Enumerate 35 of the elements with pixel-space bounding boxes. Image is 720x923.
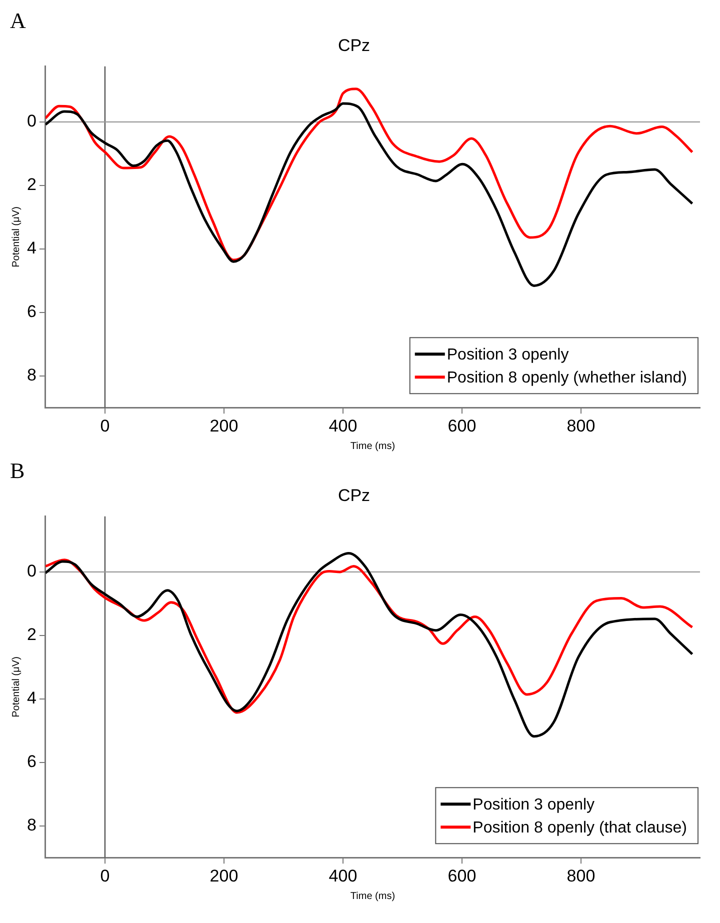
x-tick-label: 600 (448, 416, 476, 436)
chart-title: CPz (338, 486, 370, 505)
y-tick-label: 8 (26, 366, 36, 385)
line-series (45, 102, 694, 287)
x-tick-label: 200 (210, 866, 238, 886)
text: A (10, 8, 27, 33)
x-axis-title: Time (ms) (350, 440, 396, 452)
y-tick-label: 2 (26, 175, 36, 194)
y-tick-label: 0 (26, 562, 36, 581)
x-tick-label: 200 (210, 416, 238, 436)
y-axis-title: Potential (μV) (10, 206, 22, 268)
x-tick-label: 400 (328, 866, 358, 886)
y-tick-label: 6 (26, 302, 36, 322)
x-tick-label: 800 (566, 416, 596, 436)
x-tick-label: 600 (448, 866, 476, 886)
y-tick-label: 4 (26, 238, 36, 258)
y-tick-label: 4 (26, 688, 36, 708)
x-tick-label: 0 (100, 866, 110, 886)
x-tick-label: 0 (100, 416, 110, 436)
text: B (10, 458, 26, 483)
y-tick-label: 2 (26, 625, 36, 644)
line-series (45, 88, 694, 262)
legend-label: Position 3 openly (446, 346, 569, 364)
x-tick-label: 800 (566, 866, 596, 886)
y-tick-label: 0 (26, 112, 36, 131)
x-axis-title: Time (ms) (350, 890, 396, 902)
legend-label: Position 8 openly (that clause) (472, 820, 687, 837)
y-tick-label: 8 (26, 816, 36, 835)
y-tick-label: 6 (26, 752, 36, 772)
line-series (45, 552, 694, 738)
legend-label: Position 3 openly (472, 796, 595, 814)
chart-title: CPz (338, 36, 370, 55)
legend-label: Position 8 openly (whether island) (446, 370, 688, 387)
x-tick-label: 400 (328, 416, 358, 436)
y-axis-title: Potential (μV) (10, 656, 22, 718)
